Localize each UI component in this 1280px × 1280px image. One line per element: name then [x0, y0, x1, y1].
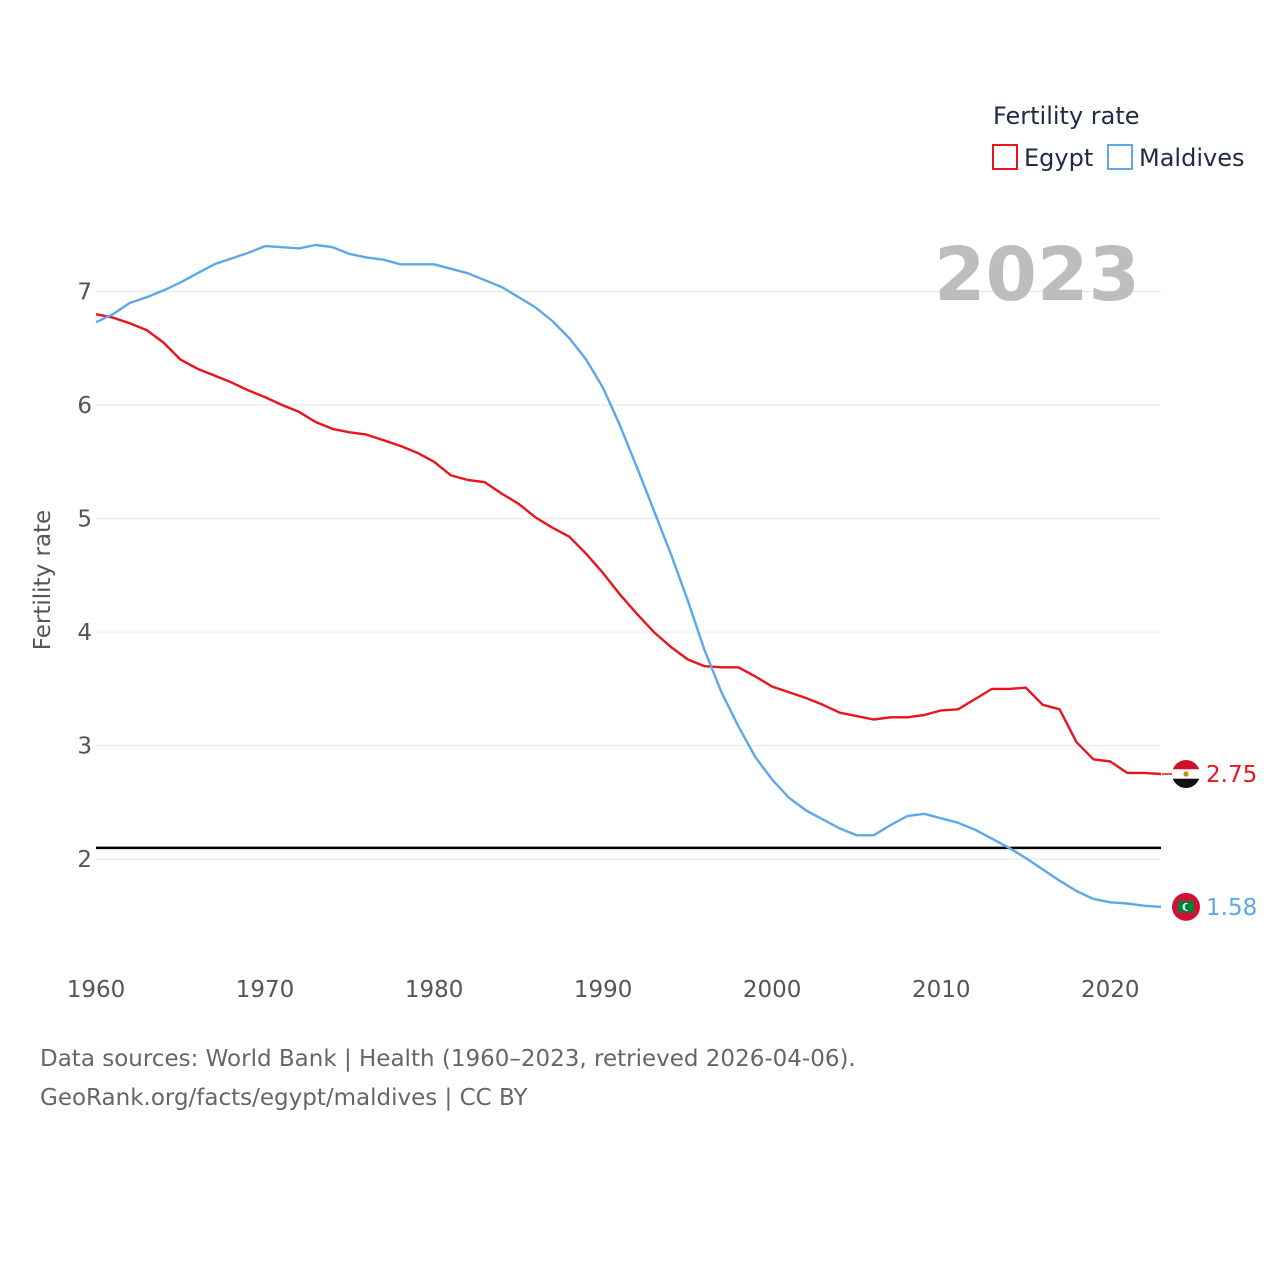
x-tick-label: 1990 — [574, 977, 633, 1003]
legend: Fertility rate Egypt Maldives — [992, 102, 1244, 172]
x-tick-label: 2000 — [743, 977, 802, 1003]
x-tick-label: 1980 — [405, 977, 464, 1003]
series-line-egypt — [95, 313, 1162, 776]
legend-swatch-egypt[interactable] — [992, 144, 1018, 170]
data-sources: Data sources: World Bank | Health (1960–… — [40, 1046, 856, 1072]
legend-swatch-maldives[interactable] — [1107, 144, 1133, 170]
x-tick-label: 2010 — [912, 977, 971, 1003]
series-line-maldives — [95, 243, 1162, 909]
x-tick-label: 1970 — [236, 977, 295, 1003]
y-tick-label: 4 — [77, 620, 92, 646]
year-label: 2023 — [934, 232, 1140, 318]
y-axis-title: Fertility rate — [30, 510, 56, 650]
y-tick-label: 5 — [77, 507, 92, 533]
series — [95, 243, 1162, 909]
end-value-label-egypt: 2.75 — [1206, 762, 1257, 788]
flag-icon-maldives — [1172, 892, 1200, 921]
legend-label-maldives[interactable]: Maldives — [1139, 144, 1244, 172]
grid — [96, 291, 1161, 860]
footer: Data sources: World Bank | Health (1960–… — [40, 1040, 856, 1118]
legend-title: Fertility rate — [993, 102, 1140, 130]
y-tick-label: 3 — [77, 734, 92, 760]
y-axis: 2 3 4 5 6 7 — [77, 280, 92, 874]
end-value-label-maldives: 1.58 — [1206, 895, 1257, 921]
legend-label-egypt[interactable]: Egypt — [1024, 144, 1093, 172]
x-tick-label: 1960 — [67, 977, 126, 1003]
y-tick-label: 6 — [77, 393, 92, 419]
y-tick-label: 2 — [77, 847, 92, 873]
x-tick-label: 2020 — [1081, 977, 1140, 1003]
end-markers: 2.75 1.58 — [1162, 760, 1257, 921]
credit-link[interactable]: GeoRank.org/facts/egypt/maldives | CC BY — [40, 1085, 528, 1111]
x-axis: 1960 1970 1980 1990 2000 2010 2020 — [67, 977, 1140, 1003]
flag-icon-egypt — [1162, 760, 1200, 789]
y-tick-label: 7 — [77, 280, 92, 306]
